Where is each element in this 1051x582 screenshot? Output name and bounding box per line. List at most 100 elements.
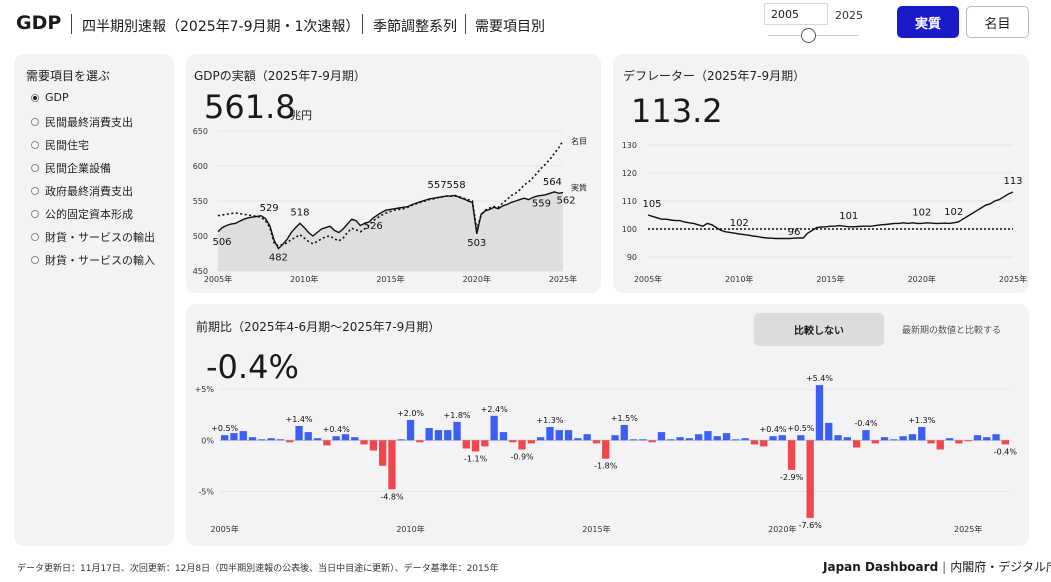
data-label: -0.4% — [854, 419, 878, 428]
negative-bar — [481, 440, 489, 447]
gdp-amount-panel: GDPの実額（2025年7-9月期） 561.8 兆円 450 500 550 600… — [186, 54, 601, 293]
negative-bar — [1001, 440, 1009, 445]
data-label: +2.4% — [481, 405, 508, 414]
positive-bar — [908, 434, 917, 441]
compare-latest-button[interactable]: 最新期の数値と比較する — [902, 326, 1002, 336]
data-label: 102 — [730, 218, 749, 229]
data-label: +5.4% — [806, 374, 833, 383]
data-label: 564 — [543, 177, 562, 188]
positive-bar — [834, 435, 842, 441]
positive-bar — [778, 435, 786, 441]
radio-icon[interactable] — [31, 187, 39, 195]
positive-bar — [797, 435, 805, 441]
radio-icon[interactable] — [31, 93, 39, 102]
positive-bar — [313, 438, 322, 441]
sidebar-item[interactable]: 民間住宅 — [31, 137, 89, 153]
start-year-input[interactable]: 2005 — [764, 3, 828, 25]
positive-bar — [276, 439, 285, 441]
positive-bar — [620, 425, 628, 441]
positive-bar — [825, 422, 833, 441]
y-tick-label: +5% — [195, 385, 215, 394]
positive-bar — [425, 428, 433, 441]
demand-item-sidebar: 需要項目を選ぶ GDP 民間最終消費支出 民間住宅 民間企業設備 政府最終消費支出 公的固… — [14, 54, 174, 546]
positive-bar — [629, 439, 638, 441]
positive-bar — [397, 439, 405, 441]
radio-icon[interactable] — [31, 164, 39, 172]
positive-bar — [546, 427, 554, 441]
positive-bar — [704, 431, 712, 441]
data-label: -1.8% — [594, 462, 618, 471]
positive-bar — [890, 439, 898, 441]
x-tick-label: 2010年 — [396, 524, 424, 534]
positive-bar — [695, 434, 703, 441]
data-label: -7.6% — [799, 521, 823, 530]
sidebar-item[interactable]: 財貨・サービスの輸入 — [31, 252, 155, 268]
qoq-bar-chart: +5% 0% -5% 2005年 2010年 2015年 2020年 2025年 +0.5% +1… — [195, 374, 1018, 534]
y-tick-label: 100 — [622, 225, 637, 234]
real-toggle-button[interactable]: 実質 — [897, 6, 959, 38]
radio-icon[interactable] — [31, 233, 39, 241]
sidebar-item[interactable]: 政府最終消費支出 — [31, 183, 133, 199]
positive-bar — [230, 433, 238, 441]
y-tick-label: 650 — [193, 127, 208, 136]
positive-bar — [258, 439, 266, 441]
qoq-value: -0.4% — [206, 348, 299, 386]
sidebar-item[interactable]: 財貨・サービスの輸出 — [31, 229, 155, 245]
data-label: +0.4% — [323, 425, 350, 434]
positive-bar — [555, 430, 563, 441]
positive-bar — [341, 434, 350, 441]
x-tick-label: 2020年 — [463, 274, 491, 284]
positive-bar — [769, 436, 777, 441]
radio-icon[interactable] — [31, 256, 39, 264]
positive-bar — [239, 431, 247, 441]
positive-bar — [434, 430, 443, 441]
end-year-label: 2025 — [835, 9, 863, 22]
radio-icon[interactable] — [31, 210, 39, 218]
negative-bar — [509, 440, 517, 443]
positive-bar — [499, 432, 508, 441]
negative-bar — [471, 440, 480, 452]
sidebar-item-label: 政府最終消費支出 — [45, 185, 133, 198]
y-tick-label: 450 — [193, 267, 208, 276]
header-divider — [465, 14, 466, 34]
negative-bar — [787, 440, 796, 470]
series-type-label: 季節調整系列 — [373, 19, 457, 35]
data-label: 102 — [912, 207, 931, 218]
y-tick-label: 130 — [622, 141, 637, 150]
x-tick-label: 2025年 — [999, 274, 1027, 284]
positive-bar — [574, 438, 582, 441]
gdp-panel-title: GDPの実額（2025年7-9月期） — [194, 69, 366, 83]
radio-icon[interactable] — [31, 118, 39, 126]
positive-bar — [267, 438, 275, 441]
nominal-toggle-button[interactable]: 名目 — [966, 6, 1029, 38]
negative-bar — [648, 440, 656, 443]
data-label: 96 — [788, 227, 801, 238]
data-label: +0.5% — [211, 424, 238, 433]
negative-bar — [750, 440, 759, 445]
no-compare-button[interactable]: 比較しない — [754, 313, 884, 346]
data-label: -0.9% — [510, 452, 534, 461]
positive-bar — [221, 435, 229, 441]
negative-bar — [955, 440, 963, 444]
sidebar-item-label: 民間最終消費支出 — [45, 116, 133, 129]
data-label: 557558 — [427, 180, 465, 191]
sidebar-item[interactable]: 公的固定資本形成 — [31, 206, 133, 222]
year-slider-thumb[interactable] — [801, 28, 816, 43]
x-tick-label: 2020年 — [768, 524, 796, 534]
positive-bar — [304, 432, 312, 441]
positive-bar — [453, 421, 461, 441]
legend-label: 名目 — [571, 136, 587, 146]
positive-bar — [583, 434, 591, 441]
sidebar-item[interactable]: 民間企業設備 — [31, 160, 111, 176]
positive-bar — [248, 437, 257, 441]
qoq-change-panel: 前期比（2025年4-6月期～2025年7-9月期） -0.4% 比較しない 最… — [186, 304, 1029, 546]
positive-bar — [843, 437, 851, 441]
data-label: 503 — [467, 238, 486, 249]
radio-icon[interactable] — [31, 141, 39, 149]
x-tick-label: 2010年 — [290, 274, 318, 284]
sidebar-item[interactable]: GDP — [31, 91, 69, 104]
positive-bar — [973, 435, 982, 441]
negative-bar — [602, 440, 610, 459]
positive-bar — [713, 436, 721, 441]
sidebar-item[interactable]: 民間最終消費支出 — [31, 114, 133, 130]
